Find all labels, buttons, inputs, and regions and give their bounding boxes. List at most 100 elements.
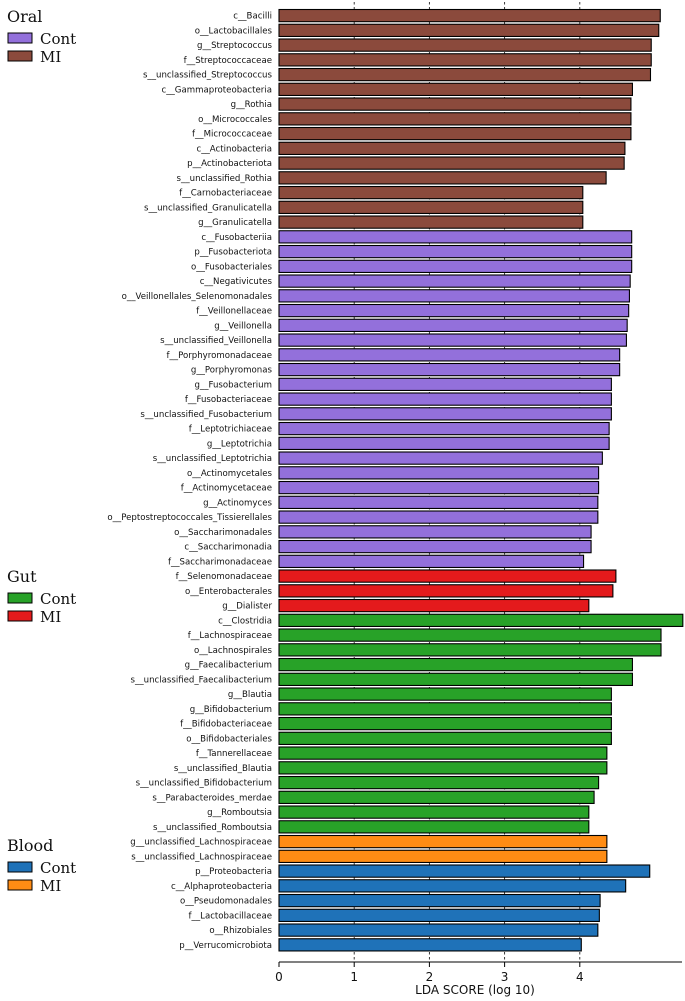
bar-label: o__Veillonellales_Selenomonadales [122, 292, 273, 302]
legend-swatch [7, 861, 33, 873]
bar [278, 893, 601, 908]
bar-label: g__Porphyromonas [191, 366, 273, 376]
bar [278, 8, 661, 23]
legend-swatch [7, 592, 33, 604]
bar [278, 687, 612, 701]
bar-label: g__Streptococcus [197, 41, 272, 51]
legend-entry-label: MI [40, 608, 61, 626]
bar [278, 141, 626, 155]
bar [278, 466, 600, 480]
legend-entry-label: Cont [40, 859, 76, 877]
bar-label: s__unclassified_Fusobacterium [140, 410, 272, 420]
x-tick-label: 4 [576, 970, 584, 984]
legend-swatch [7, 50, 33, 62]
bar-label: f__Veillonellaceae [196, 307, 272, 317]
bar-label: f__Fusobacteriaceae [185, 395, 272, 405]
bar-label: o__Lactobacillales [195, 26, 273, 36]
bar [278, 259, 633, 273]
bar-label: s__Parabacteroides_merdae [152, 793, 272, 803]
x-tick-label: 0 [275, 970, 283, 984]
bar-label: s__unclassified_Rothia [177, 174, 272, 184]
bar [278, 525, 592, 539]
bar [278, 230, 633, 244]
bar-label: g__Dialister [222, 602, 272, 612]
bar [278, 539, 592, 554]
bar [278, 554, 585, 568]
x-axis-title: LDA SCORE (log 10) [415, 983, 535, 997]
bar-label: s__unclassified_Granulicatella [144, 203, 272, 213]
bar [278, 480, 600, 495]
legend-entry-label: MI [40, 48, 61, 66]
bar-label: c__Alphaproteobacteria [171, 882, 272, 892]
bar [278, 584, 614, 598]
bar [278, 303, 630, 318]
bar-label: o__Saccharimonadales [174, 528, 272, 538]
legend-entry-label: MI [40, 877, 61, 895]
bar-label: c__Actinobacteria [196, 144, 272, 154]
bar-label: s__unclassified_Veillonella [160, 336, 272, 346]
bar [278, 53, 652, 67]
bar [278, 702, 612, 716]
bar-label: c__Saccharimonadia [184, 543, 272, 553]
bar-label: g__Veillonella [214, 321, 272, 331]
bar [278, 834, 608, 849]
bar-label: f__Lachnospiraceae [188, 631, 272, 641]
legend-swatch [7, 879, 33, 891]
bar-label: s__unclassified_Lachnospiraceae [131, 852, 272, 862]
bar-label: g__Romboutsia [207, 808, 272, 818]
bar [278, 864, 651, 878]
bar [278, 274, 631, 288]
legend-swatch [7, 32, 33, 44]
bar-label: s__unclassified_Leptotrichia [153, 454, 272, 464]
bar [278, 879, 627, 893]
bar-label: f__Selenomonadaceae [176, 572, 272, 582]
bar [278, 67, 652, 82]
bar-label: s__unclassified_Romboutsia [153, 823, 272, 833]
bar [278, 200, 584, 214]
legend-title: Blood [7, 836, 53, 855]
bar-label: g__Blautia [228, 690, 272, 700]
bar [278, 38, 652, 52]
bar-label: o__Rhizobiales [209, 926, 272, 936]
bar-label: c__Bacilli [233, 12, 272, 22]
bar-label: c__Gammaproteobacteria [161, 85, 272, 95]
bars [278, 8, 684, 952]
bar-label: f__Tannerellaceae [196, 749, 272, 759]
bar-label: s__unclassified_Faecalibacterium [131, 675, 272, 685]
bar [278, 97, 632, 111]
bar [278, 156, 625, 170]
bar [278, 731, 612, 745]
bar-label: c__Fusobacteriia [201, 233, 272, 243]
bar [278, 938, 582, 952]
bar [278, 333, 627, 347]
bar-label: o__Lachnospirales [194, 646, 273, 656]
bar-label: c__Clostridia [218, 616, 272, 626]
bar-label: f__Actinomycetaceae [181, 484, 272, 494]
bar [278, 392, 612, 406]
bar [278, 672, 633, 686]
bar [278, 407, 612, 421]
bar [278, 613, 684, 627]
bar [278, 775, 600, 790]
bar [278, 923, 599, 937]
bar [278, 820, 590, 834]
bar [278, 436, 610, 450]
bar [278, 171, 607, 185]
bar [278, 377, 612, 391]
bar [278, 112, 632, 126]
bar [278, 82, 633, 96]
bar-label: o__Peptostreptococcales_Tissierellales [107, 513, 272, 523]
bar [278, 746, 608, 760]
bar [278, 348, 621, 362]
legend-title: Oral [7, 7, 42, 26]
bar [278, 805, 590, 819]
bar [278, 362, 621, 377]
bar-label: g__Actinomyces [203, 498, 272, 508]
bar-label: s__unclassified_Streptococcus [143, 71, 273, 81]
bar-label: s__unclassified_Blautia [174, 764, 272, 774]
bar [278, 421, 610, 436]
legend-swatch [7, 610, 33, 622]
